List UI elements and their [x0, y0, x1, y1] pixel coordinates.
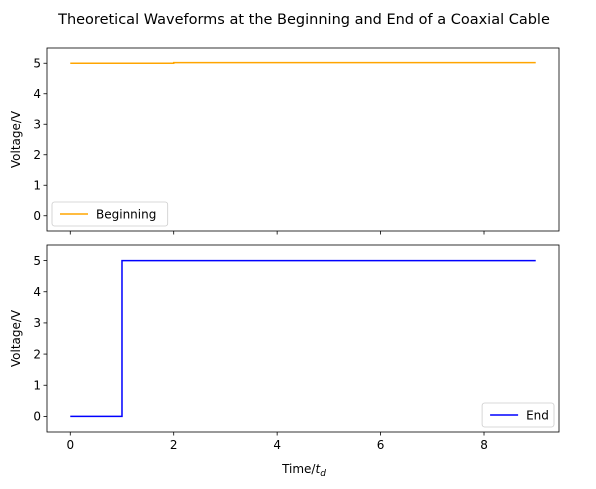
y-tick-label-bottom-5: 5 — [33, 254, 41, 268]
y-tick-label-bottom-4: 4 — [33, 285, 41, 299]
x-tick-label-0: 0 — [66, 438, 74, 452]
x-tick-label-8: 8 — [480, 438, 488, 452]
y-tick-label-bottom-2: 2 — [33, 347, 41, 361]
y-axis-label-top: Voltage/V — [9, 110, 23, 168]
y-tick-label-bottom-1: 1 — [33, 378, 41, 392]
axes-frame-top — [46, 47, 560, 232]
panel-top: 0 1 2 3 4 5 Voltage/V Beginning — [9, 47, 560, 235]
y-tick-label-top-5: 5 — [33, 56, 41, 70]
y-tick-label-top-1: 1 — [33, 178, 41, 192]
y-tick-label-top-4: 4 — [33, 87, 41, 101]
legend-label-beginning: Beginning — [96, 207, 156, 221]
legend-bottom: End — [481, 402, 555, 428]
y-tick-label-top-3: 3 — [33, 117, 41, 131]
legend-label-end: End — [526, 408, 549, 422]
x-axis-label-variable: t — [315, 462, 321, 476]
x-tick-label-2: 2 — [170, 438, 178, 452]
series-line-end — [70, 259, 536, 418]
panel-bottom: 0 1 2 3 4 5 0 2 4 6 8 Voltage/V End — [9, 244, 560, 452]
x-axis-label-subscript: d — [320, 469, 326, 479]
x-axis-label: Time/td — [281, 462, 326, 479]
y-axis-label-bottom: Voltage/V — [9, 309, 23, 367]
chart-title: Theoretical Waveforms at the Beginning a… — [57, 12, 550, 28]
y-tick-label-top-2: 2 — [33, 148, 41, 162]
legend-box — [51, 201, 169, 227]
x-axis-label-text: Time/ — [281, 462, 316, 476]
x-tick-label-4: 4 — [273, 438, 281, 452]
legend-top: Beginning — [51, 201, 169, 227]
series-line-beginning — [70, 61, 536, 64]
x-tick-label-6: 6 — [377, 438, 385, 452]
y-tick-label-bottom-0: 0 — [33, 410, 41, 424]
y-tick-label-top-0: 0 — [33, 209, 41, 223]
y-tick-label-bottom-3: 3 — [33, 316, 41, 330]
axes-frame-bottom — [46, 244, 560, 433]
